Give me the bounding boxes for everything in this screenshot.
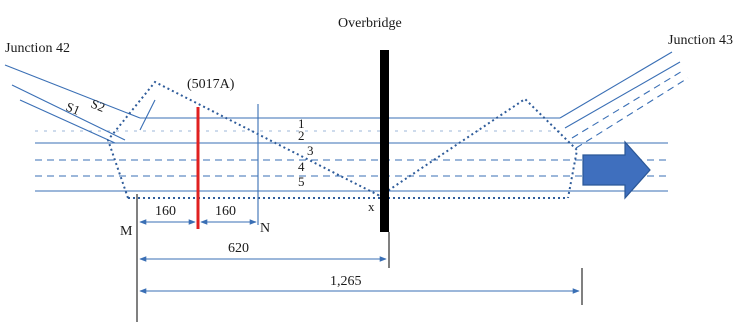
overbridge-bar [380,50,389,232]
dim-signal-n-label: 160 [215,204,236,219]
track-number-4: 4 [298,159,305,174]
track-number-1: 1 [298,116,305,131]
s2-label: S2 [89,96,107,115]
dim-m-end-label: 1,265 [330,274,362,289]
right-arrow-icon [582,140,651,200]
zone-outline-left [106,80,381,199]
point-x-label: x [368,199,375,214]
zone-outline-right [379,97,579,199]
main-tracks [35,117,668,192]
s1-label: S1 [64,99,82,118]
point-n-label: N [260,221,270,236]
junction-43-label: Junction 43 [668,33,733,48]
track-number-2: 2 [298,128,305,143]
junction-43-branches [559,51,689,149]
dim-m-signal-label: 160 [155,204,176,219]
overbridge-label: Overbridge [338,16,402,31]
track-number-5: 5 [298,174,305,189]
junction-42-label: Junction 42 [5,41,70,56]
track-number-3: 3 [307,143,314,158]
junction-42-branches [4,64,156,144]
signal-id-label: (5017A) [187,77,235,92]
point-m-label: M [120,224,133,239]
dim-m-overbridge-label: 620 [228,241,249,256]
